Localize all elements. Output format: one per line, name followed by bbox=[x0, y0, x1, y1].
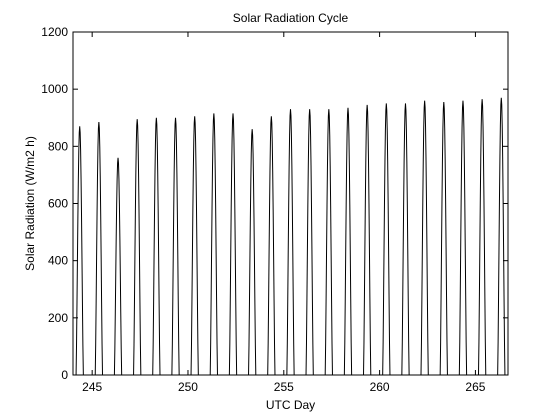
y-tick-label: 200 bbox=[48, 311, 68, 325]
y-tick-label: 800 bbox=[48, 139, 68, 153]
x-tick-label: 255 bbox=[274, 380, 294, 394]
series-layer bbox=[73, 97, 508, 376]
plot-area-frame bbox=[72, 31, 509, 376]
y-tick-label: 400 bbox=[48, 254, 68, 268]
chart-title: Solar Radiation Cycle bbox=[233, 11, 349, 25]
y-axis-ticks: 0 200 400 600 800 1000 1200 bbox=[41, 25, 508, 382]
y-tick-label: 1000 bbox=[41, 82, 68, 96]
y-axis-label: Solar Radiation (W/m2 h) bbox=[23, 136, 37, 271]
y-tick-label: 1200 bbox=[41, 25, 68, 39]
x-tick-label: 245 bbox=[82, 380, 102, 394]
x-tick-label: 250 bbox=[178, 380, 198, 394]
y-tick-label: 600 bbox=[48, 197, 68, 211]
series-line-solar-radiation bbox=[73, 97, 508, 376]
x-axis-ticks: 245 250 255 260 265 bbox=[82, 32, 486, 394]
y-tick-label: 0 bbox=[61, 368, 68, 382]
x-tick-label: 260 bbox=[370, 380, 390, 394]
x-tick-label: 265 bbox=[465, 380, 485, 394]
x-axis-label: UTC Day bbox=[266, 398, 315, 412]
